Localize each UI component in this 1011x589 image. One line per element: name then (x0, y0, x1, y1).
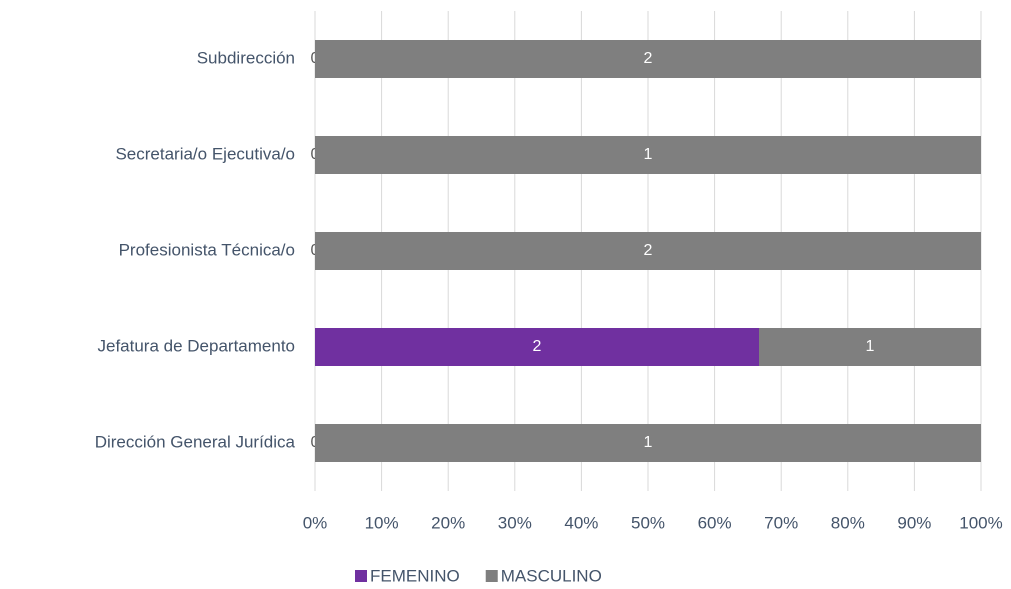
bar (315, 232, 981, 270)
x-tick-label: 0% (303, 513, 328, 532)
legend-swatch (355, 570, 367, 582)
data-label: 2 (533, 338, 542, 355)
x-tick-label: 50% (631, 513, 665, 532)
legend-swatch (485, 570, 498, 582)
y-tick-label: Dirección General Jurídica (95, 432, 296, 451)
bar (315, 136, 981, 174)
data-label: 1 (644, 434, 653, 451)
x-tick-label: 80% (831, 513, 865, 532)
bar (315, 424, 981, 462)
x-tick-label: 20% (431, 513, 465, 532)
data-label: 1 (644, 146, 653, 163)
y-tick-label: Subdirección (197, 48, 295, 67)
y-tick-label: Profesionista Técnica/o (119, 240, 295, 259)
x-tick-label: 60% (698, 513, 732, 532)
x-tick-label: 100% (959, 513, 1002, 532)
data-label: 1 (866, 338, 875, 355)
data-label: 2 (644, 242, 653, 259)
bar (759, 328, 981, 366)
legend-label: MASCULINO (501, 566, 602, 585)
legend-label: FEMENINO (370, 566, 460, 585)
x-tick-label: 40% (564, 513, 598, 532)
bar (315, 328, 759, 366)
x-tick-label: 30% (498, 513, 532, 532)
y-tick-label: Jefatura de Departamento (97, 336, 295, 355)
data-label: 2 (644, 50, 653, 67)
bar (315, 40, 981, 78)
x-tick-label: 10% (365, 513, 399, 532)
x-tick-label: 90% (897, 513, 931, 532)
x-tick-label: 70% (764, 513, 798, 532)
y-tick-label: Secretaria/o Ejecutiva/o (115, 144, 295, 163)
